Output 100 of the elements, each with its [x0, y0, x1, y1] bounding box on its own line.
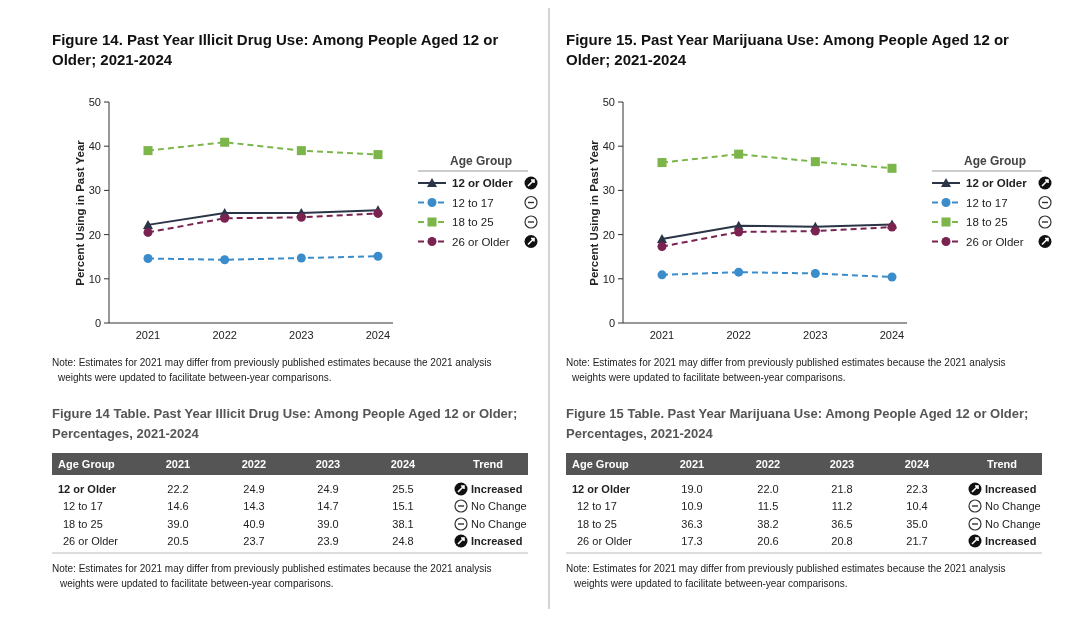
x-tick-label: 2022	[726, 329, 751, 341]
text: Increased	[985, 483, 1037, 495]
data-label: 21.8	[831, 483, 853, 495]
chart-title: Figure 15. Past Year Marijuana Use: Among People Aged 12 or Older; 2021-2024	[566, 31, 1010, 68]
text: 26 or Older	[63, 535, 119, 547]
text: Increased	[471, 535, 523, 547]
category-label: 2022	[755, 458, 781, 470]
text: No Change	[985, 518, 1041, 530]
data-label: 14.7	[317, 500, 339, 512]
x-tick-label: 2024	[879, 329, 905, 341]
category-label: 2024	[390, 458, 416, 470]
category-label: 2023	[315, 458, 341, 470]
x-tick-label: 2023	[289, 329, 314, 341]
data-label: 24.9	[243, 483, 265, 495]
data-label: 38.1	[392, 518, 414, 530]
legend-label: 12 to 17	[452, 196, 494, 209]
data-label: 23.7	[243, 535, 265, 547]
data-label: 20.8	[831, 535, 853, 547]
text: 26 or Older	[577, 535, 633, 547]
legend-label: 12 to 17	[966, 196, 1008, 209]
text: Note: Estimates for 2021 may differ from previously published estimates because the 2021 analysis weights were updated to facilitate between-year comparisons.	[566, 563, 1006, 589]
data-label: 15.1	[392, 500, 414, 512]
text: Trend	[987, 458, 1017, 470]
data-label: 11.5	[757, 500, 779, 512]
data-label: 14.3	[243, 500, 265, 512]
text: Age Group	[572, 458, 629, 470]
text: 18 to 25	[63, 518, 103, 530]
y-tick-label: 40	[602, 140, 615, 153]
category-label: 2021	[165, 458, 191, 470]
y-tick-label: 30	[602, 184, 615, 197]
legend-label: 12 or Older	[966, 177, 1028, 189]
data-label: 38.2	[757, 518, 779, 530]
text: Note: Estimates for 2021 may differ from previously published estimates because the 2021 analysis weights were updated to facilitate between-year comparisons.	[52, 357, 492, 383]
text: No Change	[985, 500, 1041, 512]
legend-label: 26 or Older	[452, 235, 510, 248]
text: Increased	[985, 535, 1037, 547]
x-tick-label: 2021	[135, 329, 161, 341]
data-label: 39.0	[167, 518, 189, 530]
data-label: 14.6	[167, 500, 189, 512]
y-tick-label: 20	[602, 228, 615, 241]
text: No Change	[471, 518, 527, 530]
data-label: 24.9	[317, 483, 339, 495]
x-tick-label: 2024	[365, 329, 391, 341]
text: 12 to 17	[63, 500, 103, 512]
legend-title: Age Group	[450, 154, 512, 168]
data-label: 24.8	[392, 535, 414, 547]
data-label: 23.9	[317, 535, 339, 547]
text: No Change	[471, 500, 527, 512]
y-axis-title: Percent Using in Past Year	[74, 139, 86, 286]
data-label: 36.3	[681, 518, 703, 530]
legend-label: 12 or Older	[452, 177, 514, 189]
data-label: 10.4	[906, 500, 928, 512]
category-label: 2023	[829, 458, 855, 470]
y-tick-label: 40	[88, 140, 101, 153]
data-label: 35.0	[906, 518, 928, 530]
data-label: 36.5	[831, 518, 853, 530]
data-label: 22.0	[757, 483, 779, 495]
text: 12 to 17	[577, 500, 617, 512]
y-tick-label: 10	[88, 272, 101, 285]
text: 12 or Older	[572, 483, 631, 495]
y-tick-label: 10	[602, 272, 615, 285]
data-label: 25.5	[392, 483, 414, 495]
y-tick-label: 50	[602, 96, 615, 108]
caption: Figure 14 Table. Past Year Illicit Drug Use: Among People Aged 12 or Older; Percentages, 2021-2024	[52, 406, 518, 441]
data-label: 22.3	[906, 483, 928, 495]
text: 18 to 25	[577, 518, 617, 530]
legend-label: 18 to 25	[966, 216, 1008, 228]
text: Trend	[473, 458, 503, 470]
data-label: 10.9	[681, 500, 703, 512]
category-label: 2024	[904, 458, 930, 470]
chart-title: Figure 14. Past Year Illicit Drug Use: Among People Aged 12 or Older; 2021-2024	[52, 31, 499, 68]
legend-title: Age Group	[964, 154, 1026, 168]
text: Age Group	[58, 458, 115, 470]
y-tick-label: 50	[88, 96, 101, 108]
legend-label: 26 or Older	[966, 235, 1024, 248]
text: Increased	[471, 483, 523, 495]
y-axis-title: Percent Using in Past Year	[588, 139, 600, 286]
category-label: 2021	[679, 458, 705, 470]
text: 12 or Older	[58, 483, 117, 495]
data-label: 20.5	[167, 535, 189, 547]
x-tick-label: 2023	[803, 329, 828, 341]
text: Note: Estimates for 2021 may differ from previously published estimates because the 2021 analysis weights were updated to facilitate between-year comparisons.	[52, 563, 492, 589]
data-label: 17.3	[681, 535, 703, 547]
caption: Figure 15 Table. Past Year Marijuana Use: Among People Aged 12 or Older; Percentages, 2021-2024	[566, 406, 1029, 441]
data-label: 39.0	[317, 518, 339, 530]
y-tick-label: 0	[94, 317, 101, 329]
data-label: 11.2	[831, 500, 853, 512]
y-tick-label: 0	[608, 317, 615, 329]
y-tick-label: 30	[88, 184, 101, 197]
y-tick-label: 20	[88, 228, 101, 241]
data-label: 22.2	[167, 483, 189, 495]
data-label: 19.0	[681, 483, 703, 495]
data-label: 20.6	[757, 535, 779, 547]
x-tick-label: 2022	[212, 329, 237, 341]
text: Note: Estimates for 2021 may differ from previously published estimates because the 2021 analysis weights were updated to facilitate between-year comparisons.	[566, 357, 1006, 383]
data-label: 21.7	[906, 535, 928, 547]
data-label: 40.9	[243, 518, 265, 530]
x-tick-label: 2021	[649, 329, 675, 341]
category-label: 2022	[241, 458, 267, 470]
legend-label: 18 to 25	[452, 216, 494, 228]
